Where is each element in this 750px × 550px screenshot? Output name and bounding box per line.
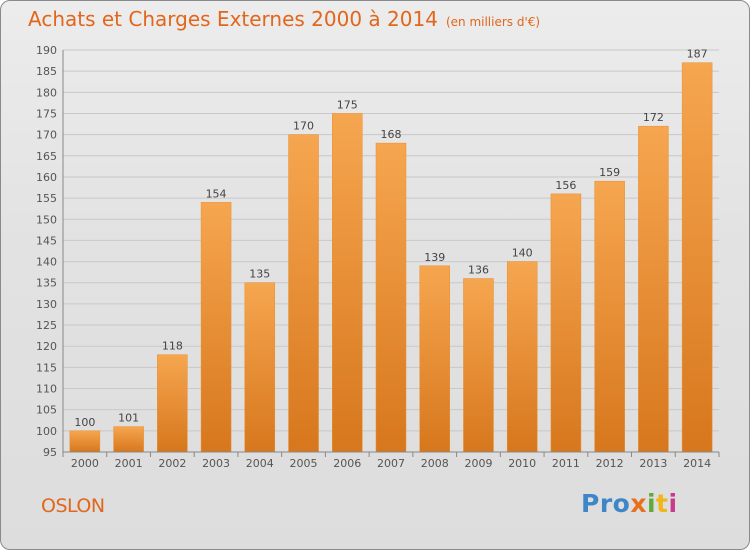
x-tick-label: 2013 — [639, 457, 667, 470]
y-tick-label: 185 — [36, 65, 57, 78]
x-tick-label: 2014 — [683, 457, 711, 470]
bar-2010[interactable] — [506, 261, 538, 453]
logo-text-4: t — [656, 489, 669, 518]
value-label: 156 — [555, 179, 576, 192]
x-tick-label: 2006 — [333, 457, 361, 470]
value-label: 101 — [118, 412, 139, 425]
y-tick-label: 155 — [36, 192, 57, 205]
bar-2008[interactable] — [419, 265, 450, 453]
bars — [69, 62, 713, 453]
y-tick-label: 130 — [36, 298, 57, 311]
x-tick-label: 2001 — [115, 457, 143, 470]
bar-2011[interactable] — [550, 193, 582, 453]
y-tick-label: 165 — [36, 150, 57, 163]
y-tick-label: 175 — [36, 107, 57, 120]
y-tick-label: 110 — [36, 383, 57, 396]
x-tick-label: 2009 — [464, 457, 492, 470]
labels: 95 100 105 110 115 120 125 130 135 140 145 150 155 16… — [36, 44, 711, 470]
x-tick-label: 2008 — [421, 457, 449, 470]
value-label: 154 — [206, 187, 227, 200]
proxiti-logo[interactable]: Proxiti — [581, 489, 678, 518]
value-label: 175 — [337, 98, 358, 111]
bar-2012[interactable] — [594, 180, 625, 453]
value-label: 170 — [293, 120, 314, 133]
y-tick-label: 180 — [36, 86, 57, 99]
value-label: 187 — [687, 48, 708, 61]
axes — [62, 50, 720, 457]
value-label: 139 — [424, 251, 445, 264]
y-tick-label: 105 — [36, 404, 57, 417]
logo-text-3: i — [646, 489, 657, 518]
x-tick-label: 2003 — [202, 457, 230, 470]
x-tick-label: 2007 — [377, 457, 405, 470]
y-tick-label: 190 — [36, 44, 57, 57]
y-tick-label: 135 — [36, 277, 57, 290]
value-label: 168 — [381, 128, 402, 141]
value-label: 172 — [643, 111, 664, 124]
x-tick-label: 2011 — [552, 457, 580, 470]
value-label: 136 — [468, 264, 489, 277]
x-tick-label: 2010 — [508, 457, 536, 470]
y-tick-label: 145 — [36, 234, 57, 247]
y-tick-label: 140 — [36, 256, 57, 269]
x-tick-label: 2000 — [71, 457, 99, 470]
logo-text-2: x — [630, 489, 647, 518]
bar-2003[interactable] — [200, 202, 232, 453]
value-label: 100 — [74, 416, 95, 429]
bar-2007[interactable] — [375, 142, 407, 453]
logo-text-5: i — [668, 489, 678, 518]
bar-2004[interactable] — [244, 282, 276, 453]
bar-2013[interactable] — [638, 125, 669, 453]
value-label: 118 — [162, 340, 183, 353]
bar-2005[interactable] — [288, 134, 319, 453]
y-tick-label: 100 — [36, 425, 57, 438]
commune-name: OSLON — [41, 495, 105, 517]
logo-text-1: Pro — [581, 489, 631, 518]
y-tick-label: 95 — [43, 446, 57, 459]
title-unit: (en milliers d'€) — [445, 15, 541, 29]
x-tick-label: 2002 — [158, 457, 186, 470]
y-tick-label: 115 — [36, 361, 57, 374]
y-tick-label: 160 — [36, 171, 57, 184]
x-tick-label: 2012 — [596, 457, 624, 470]
bar-2006[interactable] — [332, 113, 363, 453]
x-tick-label: 2004 — [246, 457, 274, 470]
x-tick-label: 2005 — [290, 457, 318, 470]
chart-title: Achats et Charges Externes 2000 à 2014 (e… — [28, 7, 540, 31]
y-tick-label: 150 — [36, 213, 57, 226]
y-tick-label: 125 — [36, 319, 57, 332]
bar-2009[interactable] — [463, 278, 494, 453]
value-label: 159 — [599, 166, 620, 179]
bar-2001[interactable] — [113, 426, 144, 453]
value-label: 135 — [249, 268, 270, 281]
bar-2002[interactable] — [157, 354, 188, 453]
y-tick-label: 120 — [36, 340, 57, 353]
title-main: Achats et Charges Externes 2000 à 2014 — [28, 7, 438, 31]
y-tick-label: 170 — [36, 129, 57, 142]
value-label: 140 — [512, 247, 533, 260]
bar-2000[interactable] — [69, 430, 101, 453]
bar-2014[interactable] — [681, 62, 713, 453]
